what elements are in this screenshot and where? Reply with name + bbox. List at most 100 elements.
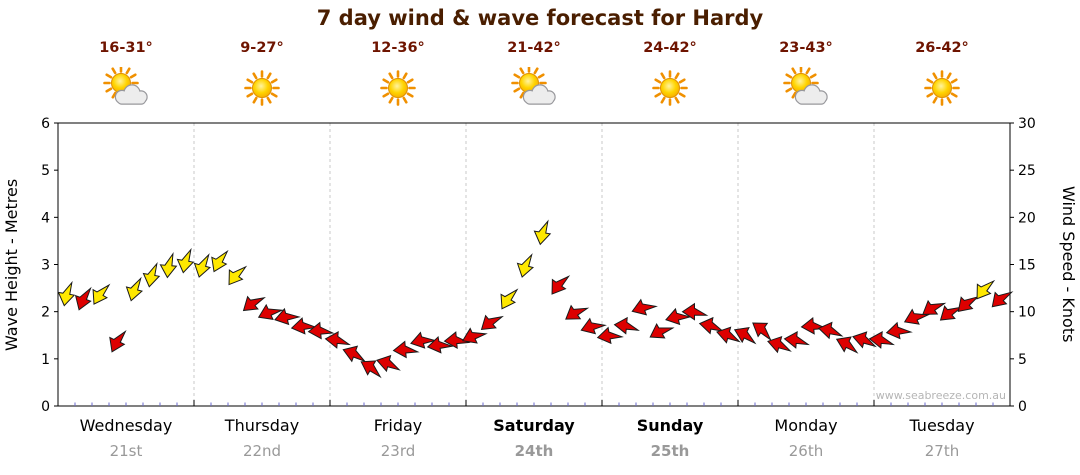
left-tick-label: 5 [41, 163, 50, 179]
wind-arrow [461, 327, 488, 344]
day-date: 22nd [242, 442, 282, 460]
right-axis-label: Wind Speed - Knots [1059, 186, 1078, 343]
wind-arrow [125, 276, 144, 302]
wind-arrow [752, 322, 772, 342]
wind-arrow [783, 331, 810, 349]
sun-cloud-icon [466, 64, 602, 112]
day-date: 21st [109, 442, 143, 460]
temp-range: 9-27° [240, 40, 284, 56]
left-tick-label: 4 [41, 210, 50, 226]
day-date: 27th [924, 442, 960, 460]
wind-arrow [698, 316, 725, 335]
wind-arrow [57, 280, 76, 307]
day-labels-row: Wednesday 21st Thursday 22nd Friday 23rd… [58, 416, 1010, 460]
temperature-row: 16-31° 9-27° 12-36° 21-42° 24-42° 23-43°… [58, 40, 1010, 56]
wind-arrow [976, 279, 996, 300]
day-label: Monday 26th [738, 416, 874, 460]
sun-icon [194, 64, 330, 112]
wind-arrow [360, 360, 382, 379]
wind-arrow [681, 302, 709, 321]
temp-range: 24-42° [643, 40, 697, 56]
left-tick-label: 0 [41, 399, 50, 415]
sun-icon [602, 64, 738, 112]
wind-arrow [596, 326, 624, 345]
wind-arrow [392, 340, 420, 359]
right-tick-label: 10 [1018, 305, 1036, 321]
day-name: Saturday [493, 416, 575, 435]
wind-arrow [903, 308, 930, 325]
wind-arrow [957, 295, 980, 313]
left-axis-label: Wave Height - Metres [2, 178, 21, 351]
day-label: Wednesday 21st [58, 416, 194, 460]
wind-arrow [211, 249, 229, 273]
wind-arrow [665, 307, 692, 326]
wind-arrow [426, 335, 454, 354]
day-name: Monday [774, 416, 838, 435]
day-date: 23rd [380, 442, 416, 460]
wind-arrow [307, 321, 335, 340]
temp-range: 26-42° [915, 40, 969, 56]
day-label: Friday 23rd [330, 416, 466, 460]
wind-arrow [852, 331, 877, 349]
day-date: 24th [514, 442, 554, 460]
wind-arrow [74, 286, 92, 311]
wind-arrow [613, 316, 640, 335]
wind-arrow [580, 317, 607, 335]
sun-cloud-icon [58, 64, 194, 112]
right-tick-label: 25 [1018, 163, 1036, 179]
day-label: Thursday 22nd [194, 416, 330, 460]
wind-arrow [649, 323, 675, 339]
wind-arrow [376, 354, 401, 373]
right-tick-label: 0 [1018, 399, 1027, 415]
left-tick-label: 6 [41, 116, 50, 132]
day-label: Tuesday 27th [874, 416, 1010, 460]
wind-arrow [257, 303, 284, 321]
wind-arrow [92, 283, 111, 305]
wind-arrow [922, 299, 947, 315]
day-date: 25th [650, 442, 690, 460]
wind-arrow [109, 330, 127, 353]
wind-arrow [324, 331, 351, 349]
day-date: 26th [788, 442, 824, 460]
wind-arrow [885, 321, 913, 340]
wind-arrow [480, 314, 504, 331]
wind-arrow [835, 336, 859, 354]
right-tick-label: 30 [1018, 116, 1036, 132]
day-name: Tuesday [909, 416, 975, 435]
wind-arrow [516, 253, 535, 278]
wind-arrow [193, 253, 212, 278]
wind-arrow [242, 295, 266, 312]
wind-arrow [342, 345, 367, 363]
wind-arrow [410, 331, 437, 349]
weather-icons-row [58, 64, 1010, 112]
wind-arrow [290, 317, 318, 335]
wind-arrow [443, 331, 471, 349]
wind-arrow [939, 305, 963, 321]
wind-arrow [631, 298, 658, 316]
sun-cloud-icon [738, 64, 874, 112]
temp-range: 16-31° [99, 40, 153, 56]
wind-arrow [142, 261, 161, 288]
temp-range: 12-36° [371, 40, 425, 56]
wind-arrow [817, 321, 844, 340]
wind-arrow [800, 316, 828, 335]
wind-arrow [274, 307, 301, 326]
left-tick-label: 3 [41, 258, 50, 274]
day-name: Thursday [224, 416, 300, 435]
left-tick-label: 2 [41, 305, 50, 321]
temp-range: 21-42° [507, 40, 561, 56]
day-label: Saturday 24th [466, 416, 602, 460]
wind-arrow [733, 326, 757, 345]
right-tick-label: 5 [1018, 352, 1027, 368]
wind-arrow [159, 252, 178, 279]
wind-arrow [868, 331, 895, 349]
wind-arrow [176, 247, 195, 274]
sun-icon [330, 64, 466, 112]
wind-arrow [551, 275, 571, 295]
wind-arrow [533, 219, 552, 246]
sun-icon [874, 64, 1010, 112]
right-tick-label: 15 [1018, 258, 1036, 274]
wind-arrow [716, 326, 741, 344]
